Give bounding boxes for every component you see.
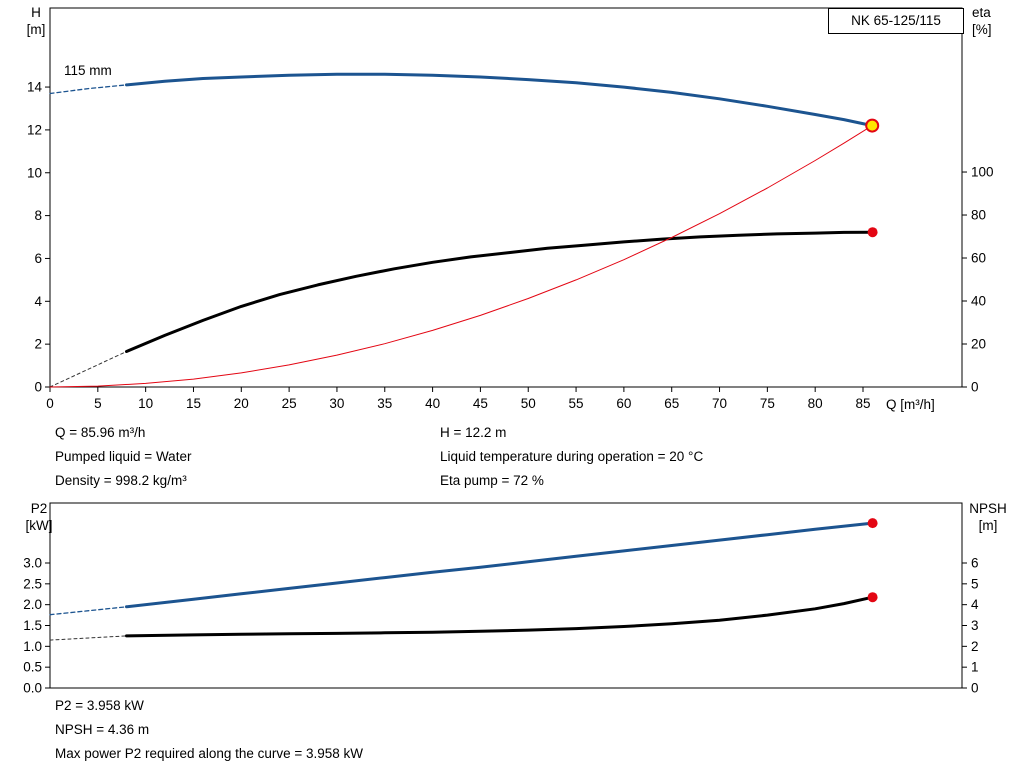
npsh-axis-title-line1: NPSH: [969, 501, 1007, 516]
x-tick-label: 65: [664, 396, 679, 411]
x-tick-label: 15: [186, 396, 201, 411]
y-left-tick-label: 3.0: [23, 556, 42, 571]
y-right-tick-label: 0: [971, 681, 979, 696]
eta-axis-title-line1: eta: [972, 5, 991, 20]
npsh-value: NPSH = 4.36 m: [55, 722, 150, 737]
q-axis-title: Q [m³/h]: [886, 397, 935, 412]
y-left-tick-label: 2: [34, 337, 42, 352]
eta-curve-dashed: [49, 351, 127, 388]
head-curve-dashed: [49, 84, 128, 95]
flow-value: Q = 85.96 m³/h: [55, 425, 146, 440]
h-axis-title: H [m]: [18, 4, 54, 38]
system-curve: [49, 125, 873, 388]
p2-axis-title-line2: [kW]: [25, 518, 53, 533]
y-right-tick-label: 0: [971, 380, 979, 395]
h-axis-title-line1: H: [31, 5, 41, 20]
npsh-axis-title-line2: [m]: [978, 518, 998, 533]
y-right-tick-label: 4: [971, 597, 979, 612]
x-tick-label: 70: [712, 396, 727, 411]
power-npsh-info: P2 = 3.958 kW NPSH = 4.36 m Max power P2…: [55, 694, 363, 766]
x-tick-label: 80: [808, 396, 823, 411]
eta-pump-value: Eta pump = 72 %: [440, 473, 544, 488]
y-right-tick-label: 100: [971, 165, 994, 180]
p2-value: P2 = 3.958 kW: [55, 698, 144, 713]
y-left-tick-label: 14: [27, 80, 43, 95]
eta-curve: [125, 230, 875, 353]
y-left-tick-label: 8: [34, 208, 42, 223]
y-left-tick-label: 0: [34, 380, 42, 395]
y-left-tick-label: 2.0: [23, 597, 42, 612]
duty-point: [865, 118, 880, 133]
p2-axis-title: P2 [kW]: [18, 500, 60, 534]
y-right-tick-label: 1: [971, 660, 979, 675]
npsh-axis-title: NPSH [m]: [962, 500, 1014, 534]
density-value: Density = 998.2 kg/m³: [55, 473, 187, 488]
x-tick-label: 55: [569, 396, 584, 411]
eta-end-point: [867, 227, 878, 238]
p2-end-point: [867, 518, 878, 529]
pumped-liquid: Pumped liquid = Water: [55, 449, 192, 464]
x-tick-label: 30: [329, 396, 344, 411]
y-right-tick-label: 3: [971, 618, 979, 633]
head-curve: [125, 72, 874, 128]
y-left-tick-label: 1.0: [23, 639, 42, 654]
h-axis-title-line2: [m]: [26, 22, 46, 37]
duty-info-right: H = 12.2 m Liquid temperature during ope…: [440, 421, 703, 493]
eta-axis-title: eta [%]: [972, 4, 1018, 38]
x-tick-label: 10: [138, 396, 153, 411]
x-tick-label: 45: [473, 396, 488, 411]
x-tick-label: 60: [616, 396, 631, 411]
x-tick-label: 40: [425, 396, 440, 411]
x-tick-label: 75: [760, 396, 775, 411]
impeller-diameter-label: 115 mm: [64, 63, 112, 78]
p2-axis-title-line1: P2: [30, 501, 48, 516]
y-left-tick-label: 12: [27, 122, 42, 137]
x-tick-label: 85: [855, 396, 870, 411]
y-right-tick-label: 2: [971, 639, 979, 654]
y-right-tick-label: 80: [971, 208, 986, 223]
liquid-temperature: Liquid temperature during operation = 20…: [440, 449, 704, 464]
p2-curve-dashed: [49, 606, 128, 616]
y-left-tick-label: 4: [34, 294, 42, 309]
head-eta-chart-frame: [49, 7, 963, 388]
max-power-note: Max power P2 required along the curve = …: [55, 746, 364, 761]
eta-axis-title-line2: [%]: [972, 22, 992, 37]
x-tick-label: 5: [94, 396, 102, 411]
head-value: H = 12.2 m: [440, 425, 507, 440]
x-tick-label: 50: [521, 396, 536, 411]
npsh-curve-dashed: [49, 635, 127, 641]
p2-curve: [125, 521, 875, 609]
npsh-curve: [125, 595, 875, 638]
x-tick-label: 20: [234, 396, 249, 411]
p2-npsh-chart-frame: [49, 502, 963, 689]
y-left-tick-label: 0.0: [23, 681, 42, 696]
pump-model-box: NK 65-125/115: [828, 8, 964, 34]
y-left-tick-label: 1.5: [23, 618, 42, 633]
y-right-tick-label: 6: [971, 556, 979, 571]
duty-info-left: Q = 85.96 m³/h Pumped liquid = Water Den…: [55, 421, 191, 493]
y-right-tick-label: 20: [971, 337, 986, 352]
y-left-tick-label: 0.5: [23, 660, 42, 675]
y-left-tick-label: 6: [34, 251, 42, 266]
y-left-tick-label: 2.5: [23, 576, 42, 591]
y-right-tick-label: 60: [971, 251, 986, 266]
x-tick-label: 25: [282, 396, 297, 411]
y-right-tick-label: 40: [971, 294, 986, 309]
y-left-tick-label: 10: [27, 165, 42, 180]
x-tick-label: 35: [377, 396, 392, 411]
npsh-end-point: [867, 592, 878, 603]
x-tick-label: 0: [46, 396, 54, 411]
y-right-tick-label: 5: [971, 576, 979, 591]
